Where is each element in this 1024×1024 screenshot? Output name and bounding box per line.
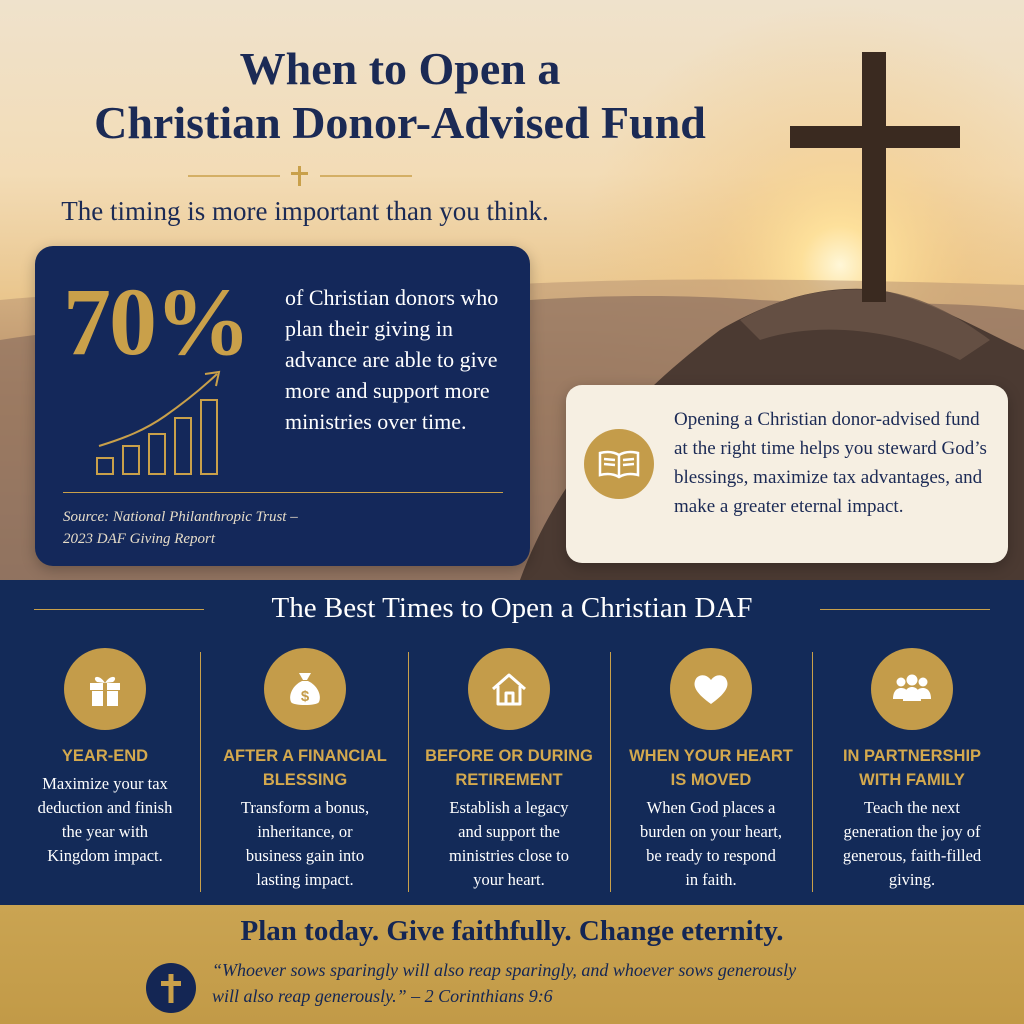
- description-line: generous, faith-filled: [842, 846, 982, 865]
- heart-icon: [670, 648, 752, 730]
- timing-description: Maximize your tax deduction and finish t…: [5, 772, 205, 868]
- title-line-1: When to Open a: [239, 43, 561, 94]
- heading-line-2: WITH FAMILY: [859, 771, 965, 789]
- quote-line-1: “Whoever sows sparingly will also reap s…: [212, 960, 797, 980]
- timing-heading: AFTER A FINANCIAL BLESSING: [205, 744, 405, 792]
- column-divider: [610, 652, 611, 892]
- title-divider-cross-icon: [188, 166, 412, 186]
- timing-item-retirement: BEFORE OR DURING RETIREMENT Establish a …: [409, 648, 609, 898]
- info-text: Opening a Christian donor-advised fund a…: [674, 409, 987, 517]
- scripture-quote: “Whoever sows sparingly will also reap s…: [212, 957, 912, 1009]
- description-line: burden on your heart,: [639, 822, 783, 841]
- timing-heading: YEAR-END: [5, 744, 205, 768]
- description-line: the year with: [61, 822, 149, 841]
- section-rule-right: [820, 609, 990, 610]
- quote-line-2: will also reap generously.” – 2 Corinthi…: [212, 986, 553, 1006]
- statistic-card: 70% of Christian donors who plan their g…: [35, 246, 530, 566]
- timing-description: Transform a bonus, inheritance, or busin…: [205, 796, 405, 892]
- source-line-1: Source: National Philanthropic Trust –: [63, 509, 298, 525]
- description-line: ministries close to: [448, 846, 570, 865]
- timing-heading: IN PARTNERSHIP WITH FAMILY: [812, 744, 1012, 792]
- timing-description: Teach the next generation the joy of gen…: [812, 796, 1012, 892]
- family-icon: [871, 648, 953, 730]
- heading-line-2: RETIREMENT: [455, 771, 563, 789]
- open-book-icon: [584, 429, 654, 499]
- section-rule-left: [34, 609, 204, 610]
- description-line: your heart.: [473, 870, 545, 889]
- description-line: in faith.: [685, 870, 737, 889]
- timing-heading: BEFORE OR DURING RETIREMENT: [409, 744, 609, 792]
- description-line: giving.: [888, 870, 936, 889]
- stat-number: 70%: [63, 268, 251, 375]
- description-line: generation the joy of: [843, 822, 981, 841]
- heading-line-1: BEFORE OR DURING: [425, 747, 593, 765]
- stat-source: Source: National Philanthropic Trust – 2…: [63, 506, 503, 550]
- heading-line-1: IN PARTNERSHIP: [842, 747, 982, 765]
- page-title: When to Open a Christian Donor-Advised F…: [40, 42, 760, 150]
- gift-icon: [64, 648, 146, 730]
- column-divider: [408, 652, 409, 892]
- stat-description: of Christian donors who plan their givin…: [285, 285, 499, 434]
- description-line: Teach the next: [864, 798, 960, 817]
- footer-section: Plan today. Give faithfully. Change eter…: [0, 905, 1024, 1024]
- cross-icon: [146, 963, 196, 1013]
- timing-item-heart-moved: WHEN YOUR HEART IS MOVED When God places…: [611, 648, 811, 898]
- info-card: Opening a Christian donor-advised fund a…: [566, 385, 1008, 563]
- heading-line-1: AFTER A FINANCIAL: [223, 747, 387, 765]
- stat-divider: [63, 492, 503, 493]
- heading-line-2: IS MOVED: [670, 771, 752, 789]
- description-line: When God places a: [646, 798, 776, 817]
- house-icon: [468, 648, 550, 730]
- description-line: lasting impact.: [256, 870, 354, 889]
- best-times-section: The Best Times to Open a Christian DAF Y…: [0, 580, 1024, 905]
- timing-item-year-end: YEAR-END Maximize your tax deduction and…: [5, 648, 205, 898]
- timing-item-family: IN PARTNERSHIP WITH FAMILY Teach the nex…: [812, 648, 1012, 898]
- description-line: Establish a legacy: [449, 798, 569, 817]
- description-line: Kingdom impact.: [47, 846, 163, 865]
- description-line: inheritance, or: [257, 822, 353, 841]
- description-line: and support the: [458, 822, 560, 841]
- heading-line-1: WHEN YOUR HEART: [629, 747, 793, 765]
- footer-headline: Plan today. Give faithfully. Change eter…: [240, 915, 784, 947]
- column-divider: [200, 652, 201, 892]
- description-line: deduction and finish: [37, 798, 173, 817]
- growth-chart-icon: [96, 370, 221, 475]
- description-line: be ready to respond: [646, 846, 776, 865]
- heading-line-2: BLESSING: [262, 771, 348, 789]
- timing-item-financial-blessing: $ AFTER A FINANCIAL BLESSING Transform a…: [205, 648, 405, 898]
- svg-text:$: $: [301, 688, 310, 705]
- section-title: The Best Times to Open a Christian DAF: [271, 592, 753, 624]
- subtitle: The timing is more important than you th…: [61, 196, 549, 226]
- column-divider: [812, 652, 813, 892]
- money-bag-icon: $: [264, 648, 346, 730]
- source-line-2: 2023 DAF Giving Report: [63, 531, 216, 547]
- heading-line-1: YEAR-END: [61, 747, 149, 765]
- timing-description: Establish a legacy and support the minis…: [409, 796, 609, 892]
- title-line-2: Christian Donor-Advised Fund: [94, 97, 706, 148]
- description-line: business gain into: [245, 846, 365, 865]
- timing-heading: WHEN YOUR HEART IS MOVED: [611, 744, 811, 792]
- description-line: Transform a bonus,: [240, 798, 370, 817]
- timing-description: When God places a burden on your heart, …: [611, 796, 811, 892]
- description-line: Maximize your tax: [42, 774, 168, 793]
